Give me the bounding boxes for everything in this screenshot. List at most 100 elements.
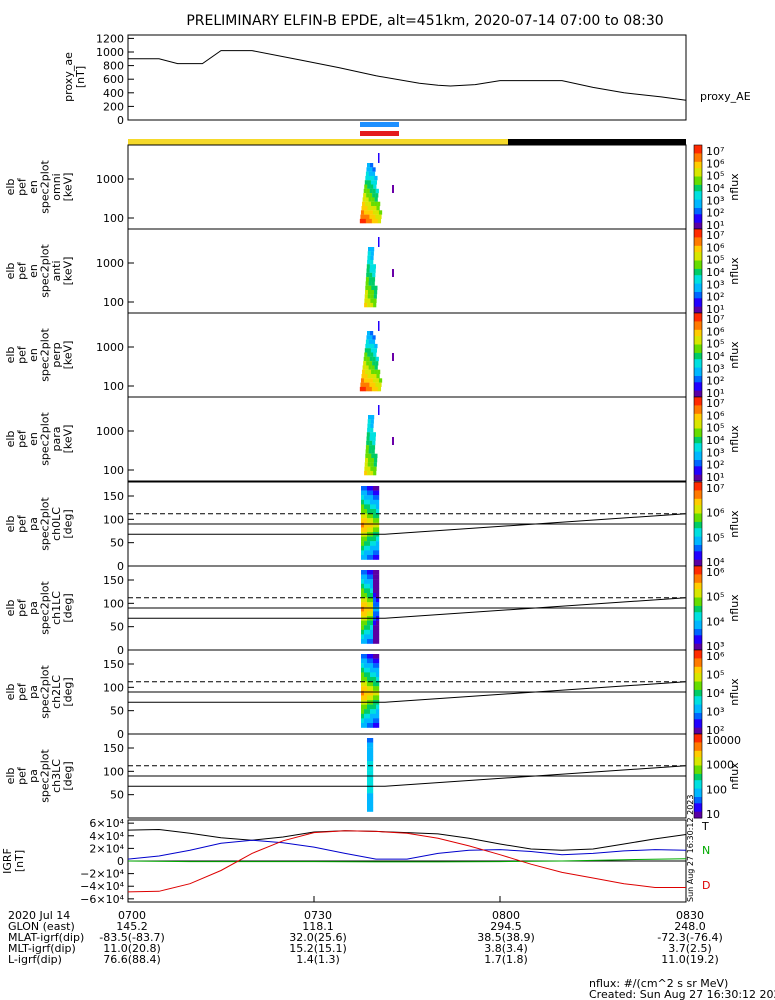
spec-cell xyxy=(370,593,374,598)
spec-cell xyxy=(373,570,377,575)
colorbar-cell xyxy=(694,201,702,205)
colorbar-cell xyxy=(694,687,702,691)
spec-cell xyxy=(376,588,380,594)
spec-cell xyxy=(373,184,377,189)
colorbar-cell xyxy=(694,411,702,415)
spec-cell xyxy=(367,499,371,505)
spec-cell xyxy=(365,365,369,370)
proxy-ae-trace-label: proxy_AE xyxy=(700,90,751,103)
spec-cell xyxy=(373,583,377,589)
spec-cell xyxy=(373,639,377,644)
spec-cell xyxy=(368,369,372,375)
spec-cell xyxy=(373,352,377,357)
colorbar-cell xyxy=(694,287,702,291)
spec-cell xyxy=(367,255,371,260)
spec-cell xyxy=(367,206,371,211)
spec-cell xyxy=(373,718,377,724)
spec-ylabel-word: [keV] xyxy=(62,341,75,370)
spec-cell xyxy=(366,436,370,441)
colorbar-label: nflux xyxy=(728,173,741,201)
spec-cell xyxy=(366,335,370,340)
spec-cell xyxy=(371,277,376,282)
colorbar-cell xyxy=(694,559,702,563)
colorbar-cell xyxy=(694,334,702,337)
colorbar-tick-label: 10⁵ xyxy=(706,669,724,682)
igrf-ylabel-1: IGRF xyxy=(1,848,14,874)
spec-cell xyxy=(370,695,374,701)
spec-cell xyxy=(370,663,374,668)
spec-cell xyxy=(369,335,373,340)
spec-cell xyxy=(365,281,369,286)
colorbar-cell xyxy=(694,694,702,697)
spec-cell xyxy=(371,339,376,344)
spec-blob xyxy=(361,570,380,644)
spec-cell xyxy=(373,545,377,551)
igrf-line-t xyxy=(127,828,687,851)
colorbar-cell xyxy=(694,224,702,228)
colorbar-cell xyxy=(694,443,702,446)
colorbar-tick-label: 10⁴ xyxy=(706,556,725,569)
colorbar-cell xyxy=(694,752,702,756)
colorbar-cell xyxy=(694,331,702,335)
colorbar-cell xyxy=(694,174,702,177)
igrf-ytick-label: 6×10⁴ xyxy=(89,817,124,830)
colorbar-cell xyxy=(694,432,702,436)
colorbar-cell xyxy=(694,222,702,226)
spec-ylabel-word: pef xyxy=(16,261,29,280)
spec-cell xyxy=(370,718,374,724)
colorbar-cell xyxy=(694,685,702,689)
colorbar-cell xyxy=(694,256,702,259)
colorbar-cell xyxy=(694,285,702,289)
spec-ylabel-word: [deg] xyxy=(62,761,75,790)
footer-row-value: 11.0(20.8) xyxy=(103,942,161,955)
spec-cell xyxy=(373,690,377,696)
status-bars xyxy=(128,122,686,145)
spec-cell xyxy=(371,449,375,454)
spec-cell xyxy=(365,339,370,344)
spec-ylabel-word: elb xyxy=(4,263,17,280)
proxy-ae-ylabel-2: [nT] xyxy=(74,66,87,88)
spec-cell xyxy=(378,405,380,415)
colorbar-cell xyxy=(694,397,702,400)
colorbar-tick-label: 10³ xyxy=(706,446,724,459)
spec-cell xyxy=(364,555,368,560)
spec-cell xyxy=(364,629,368,635)
spec-blob xyxy=(361,654,380,728)
spec-cell xyxy=(375,378,380,383)
colorbar-tick-label: 1000 xyxy=(706,759,734,772)
spec-cell xyxy=(366,167,370,172)
spec-cell xyxy=(373,634,377,640)
colorbar-cell xyxy=(694,767,702,771)
spec-ylabel-word: ch1LC xyxy=(50,591,63,625)
colorbar-cell xyxy=(694,650,702,653)
spec-cell xyxy=(361,709,365,714)
spec-cell xyxy=(361,499,365,505)
colorbar-cell xyxy=(694,790,702,794)
spec-cell xyxy=(367,672,371,678)
igrf-ytick-label: −2×10⁴ xyxy=(80,868,124,881)
spec-ylabel-word: pef xyxy=(16,345,29,364)
spec-blob xyxy=(367,738,374,812)
colorbar-tick-label: 10⁵ xyxy=(706,338,724,351)
spec-cell xyxy=(362,218,367,224)
spec-cell xyxy=(366,214,370,219)
spec-cell xyxy=(364,686,368,691)
spec-cell xyxy=(375,193,379,198)
colorbar-tick-label: 100 xyxy=(706,783,727,796)
spec-cell xyxy=(361,579,365,584)
spec-cell xyxy=(366,361,370,366)
spec-cell xyxy=(365,201,369,207)
colorbar-cell xyxy=(694,692,702,695)
spec-cell xyxy=(376,541,380,546)
colorbar-cell xyxy=(694,647,702,651)
spec-cell xyxy=(371,285,375,291)
loss-cone-line xyxy=(384,681,687,703)
spec-cell xyxy=(369,193,373,198)
colorbar-cell xyxy=(694,633,702,636)
spec-cell xyxy=(364,570,368,575)
spec-cell xyxy=(364,709,368,714)
spec-cell xyxy=(370,184,374,189)
spec-cell xyxy=(370,611,374,617)
